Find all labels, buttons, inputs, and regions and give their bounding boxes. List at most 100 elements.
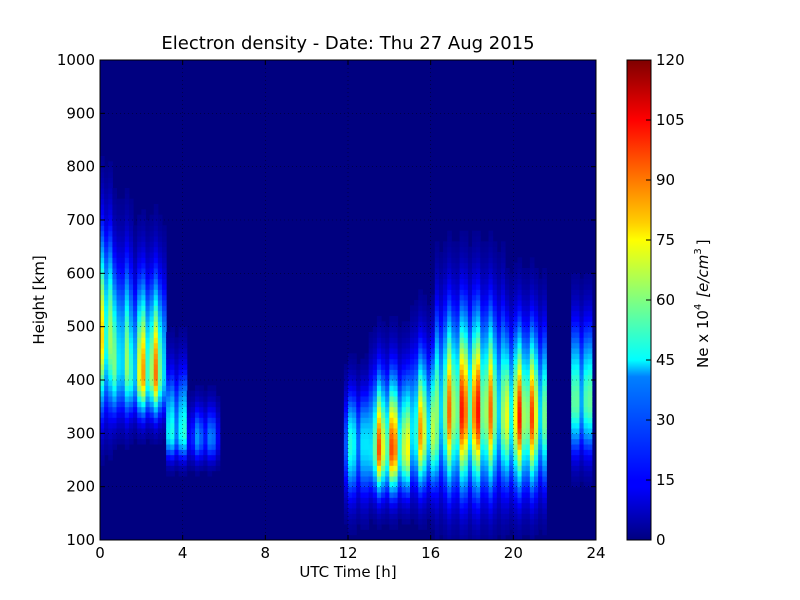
heatmap-cell [145, 385, 151, 392]
heatmap-cell [100, 300, 105, 306]
heatmap-cell [488, 236, 494, 242]
heatmap-cell [385, 369, 390, 376]
heatmap-cell [141, 390, 146, 397]
heatmap-cell [393, 513, 399, 520]
heatmap-cell [389, 385, 394, 392]
heatmap-cell [352, 390, 357, 397]
heatmap-cell [145, 268, 151, 274]
heatmap-cell [397, 428, 403, 434]
heatmap-cell [385, 422, 390, 429]
heatmap-cell [538, 364, 543, 370]
heatmap-cell [575, 422, 580, 429]
heatmap-cell [538, 353, 543, 360]
heatmap-cell [484, 449, 490, 456]
heatmap-cell [128, 209, 134, 216]
heatmap-cell [352, 385, 357, 392]
heatmap-cell [538, 486, 543, 493]
heatmap-cell [534, 337, 539, 344]
heatmap-cell [153, 284, 159, 290]
heatmap-cell [467, 326, 473, 333]
heatmap-cell [405, 518, 411, 525]
heatmap-cell [513, 278, 518, 285]
heatmap-cell [472, 273, 477, 280]
heatmap-cell [182, 358, 188, 365]
heatmap-cell [108, 177, 113, 184]
heatmap-cell [525, 438, 531, 445]
heatmap-cell [162, 417, 167, 424]
heatmap-cell [496, 433, 502, 440]
heatmap-cell [534, 348, 539, 354]
heatmap-cell [587, 310, 593, 317]
heatmap-cell [472, 310, 477, 317]
heatmap-cell [529, 406, 535, 413]
heatmap-cell [360, 454, 366, 461]
heatmap-cell [500, 470, 506, 477]
heatmap-cell [509, 289, 514, 296]
heatmap-cell [500, 401, 506, 408]
heatmap-cell [426, 374, 432, 381]
heatmap-cell [509, 342, 514, 349]
heatmap-cell [203, 406, 208, 413]
heatmap-cell [529, 465, 535, 472]
heatmap-cell [529, 326, 535, 333]
heatmap-cell [368, 412, 374, 418]
x-tick-label: 16 [421, 544, 440, 562]
heatmap-cell [438, 385, 444, 392]
heatmap-cell [108, 316, 113, 322]
heatmap-cell [104, 278, 109, 285]
heatmap-cell [348, 433, 353, 440]
heatmap-cell [434, 390, 440, 397]
heatmap-cell [447, 294, 452, 301]
heatmap-cell [422, 326, 428, 333]
heatmap-cell [472, 454, 477, 461]
heatmap-cell [178, 444, 184, 450]
heatmap-cell [422, 502, 428, 509]
heatmap-cell [509, 310, 514, 317]
heatmap-cell [459, 305, 465, 312]
heatmap-cell [455, 374, 461, 381]
heatmap-cell [484, 353, 490, 360]
heatmap-cell [133, 433, 138, 440]
heatmap-cell [434, 369, 440, 376]
heatmap-cell [467, 465, 473, 472]
heatmap-cell [459, 454, 465, 461]
heatmap-cell [438, 492, 444, 498]
heatmap-cell [505, 348, 510, 354]
heatmap-cell [385, 486, 390, 493]
heatmap-cell [410, 460, 415, 466]
heatmap-cell [525, 364, 531, 370]
heatmap-cell [472, 332, 477, 338]
heatmap-cell [438, 390, 444, 397]
heatmap-cell [451, 502, 456, 509]
heatmap-cell [393, 369, 399, 376]
heatmap-cell [149, 294, 155, 301]
heatmap-cell [124, 236, 130, 242]
heatmap-cell [215, 433, 221, 440]
heatmap-cell [422, 337, 428, 344]
heatmap-cell [583, 412, 589, 418]
heatmap-cell [418, 294, 423, 301]
heatmap-cell [459, 422, 465, 429]
heatmap-cell [517, 454, 523, 461]
heatmap-cell [467, 332, 473, 338]
heatmap-cell [459, 358, 465, 365]
heatmap-cell [116, 294, 122, 301]
heatmap-cell [434, 534, 440, 540]
heatmap-cell [162, 236, 167, 242]
heatmap-cell [178, 433, 184, 440]
heatmap-cell [459, 534, 465, 540]
heatmap-cell [472, 417, 477, 424]
heatmap-cell [538, 401, 543, 408]
heatmap-cell [149, 364, 155, 370]
heatmap-cell [418, 289, 423, 296]
heatmap-cell [389, 364, 394, 370]
heatmap-cell [534, 385, 539, 392]
heatmap-cell [579, 310, 585, 317]
heatmap-cell [426, 396, 432, 402]
heatmap-cell [492, 289, 498, 296]
heatmap-cell [120, 209, 126, 216]
heatmap-cell [393, 502, 399, 509]
heatmap-cell [112, 326, 118, 333]
heatmap-cell [447, 358, 452, 365]
heatmap-cell [525, 268, 531, 274]
